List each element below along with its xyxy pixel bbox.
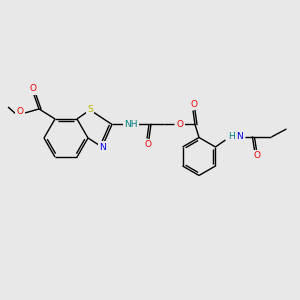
Text: O: O — [254, 152, 261, 160]
Text: O: O — [145, 140, 152, 149]
Text: N: N — [99, 142, 105, 152]
Text: S: S — [87, 105, 93, 114]
Text: O: O — [190, 100, 197, 109]
Text: O: O — [176, 120, 184, 129]
Text: O: O — [16, 107, 23, 116]
Text: NH: NH — [124, 120, 138, 129]
Text: O: O — [29, 84, 37, 93]
Text: H: H — [228, 133, 235, 142]
Text: N: N — [236, 133, 243, 142]
